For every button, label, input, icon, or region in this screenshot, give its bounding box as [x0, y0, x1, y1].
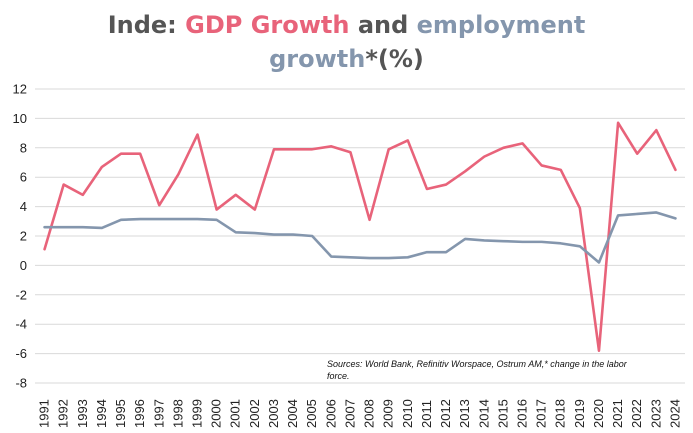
- x-tick-label: 2014: [476, 399, 491, 428]
- chart-title-line-1: Inde: GDP Growth and employment: [0, 8, 693, 42]
- x-tick-label: 2016: [515, 399, 530, 428]
- source-note-line-2: force.: [327, 371, 350, 381]
- x-axis-ticks: 1991 1992 1993 1994 1995 1996 1997 1998 1999 2000…: [37, 399, 683, 428]
- title-suffix: *(%): [365, 45, 424, 73]
- x-tick-label: 2009: [381, 399, 396, 428]
- x-tick-label: 2001: [228, 399, 243, 428]
- x-tick-label: 2015: [495, 399, 510, 428]
- y-tick-label: 6: [20, 170, 27, 185]
- x-tick-label: 1992: [56, 399, 71, 428]
- x-tick-label: 1998: [170, 399, 185, 428]
- y-tick-label: 10: [13, 111, 27, 126]
- x-tick-label: 1991: [37, 399, 52, 428]
- x-tick-label: 2010: [400, 399, 415, 428]
- y-axis-ticks: -8 -6 -4 -2 0 2 4 6 8 10 12: [13, 82, 27, 391]
- chart-title: Inde: GDP Growth and employment growth*(…: [0, 8, 693, 76]
- x-tick-label: 2024: [667, 399, 682, 428]
- employment-growth-line: [43, 211, 677, 264]
- x-tick-label: 1996: [132, 399, 147, 428]
- x-tick-label: 2022: [629, 399, 644, 428]
- x-tick-label: 2006: [323, 399, 338, 428]
- title-employment-series-2: growth: [269, 45, 366, 73]
- y-tick-label: -4: [15, 317, 27, 332]
- x-tick-label: 2017: [534, 399, 549, 428]
- x-tick-label: 1995: [113, 399, 128, 428]
- x-tick-label: 2021: [610, 399, 625, 428]
- x-tick-label: 2012: [438, 399, 453, 428]
- x-tick-label: 2007: [342, 399, 357, 428]
- y-tick-label: 4: [20, 199, 27, 214]
- x-tick-label: 2008: [362, 399, 377, 428]
- x-tick-label: 2011: [419, 400, 434, 428]
- x-tick-label: 2013: [457, 399, 472, 428]
- source-note-line-1: Sources: World Bank, Refinitiv Worspace,…: [327, 359, 628, 369]
- y-tick-label: 12: [13, 82, 27, 97]
- x-tick-label: 2019: [572, 399, 587, 428]
- y-tick-label: 0: [20, 258, 27, 273]
- title-and: and: [357, 11, 409, 39]
- y-tick-label: -6: [15, 346, 27, 361]
- x-tick-label: 2005: [304, 399, 319, 428]
- y-tick-label: 2: [20, 229, 27, 244]
- x-tick-label: 1997: [151, 399, 166, 428]
- x-tick-label: 2018: [553, 399, 568, 428]
- series-lines: [43, 121, 677, 352]
- chart-title-line-2: growth*(%): [0, 42, 693, 76]
- x-tick-label: 1994: [94, 399, 109, 428]
- title-gdp-series: GDP Growth: [185, 11, 350, 39]
- title-employment-series: employment: [416, 11, 586, 39]
- y-tick-label: 8: [20, 140, 27, 155]
- gridlines: [35, 88, 685, 384]
- x-tick-label: 2003: [266, 399, 281, 428]
- y-tick-label: -2: [15, 287, 27, 302]
- gdp-growth-line: [43, 121, 677, 352]
- x-tick-label: 2000: [209, 399, 224, 428]
- x-tick-label: 2023: [648, 399, 663, 428]
- x-tick-label: 1993: [75, 399, 90, 428]
- x-tick-label: 2020: [591, 399, 606, 428]
- y-tick-label: -8: [15, 376, 27, 391]
- title-prefix: Inde:: [107, 11, 177, 39]
- x-tick-label: 2002: [247, 399, 262, 428]
- x-tick-label: 2004: [285, 399, 300, 428]
- x-tick-label: 1999: [190, 399, 205, 428]
